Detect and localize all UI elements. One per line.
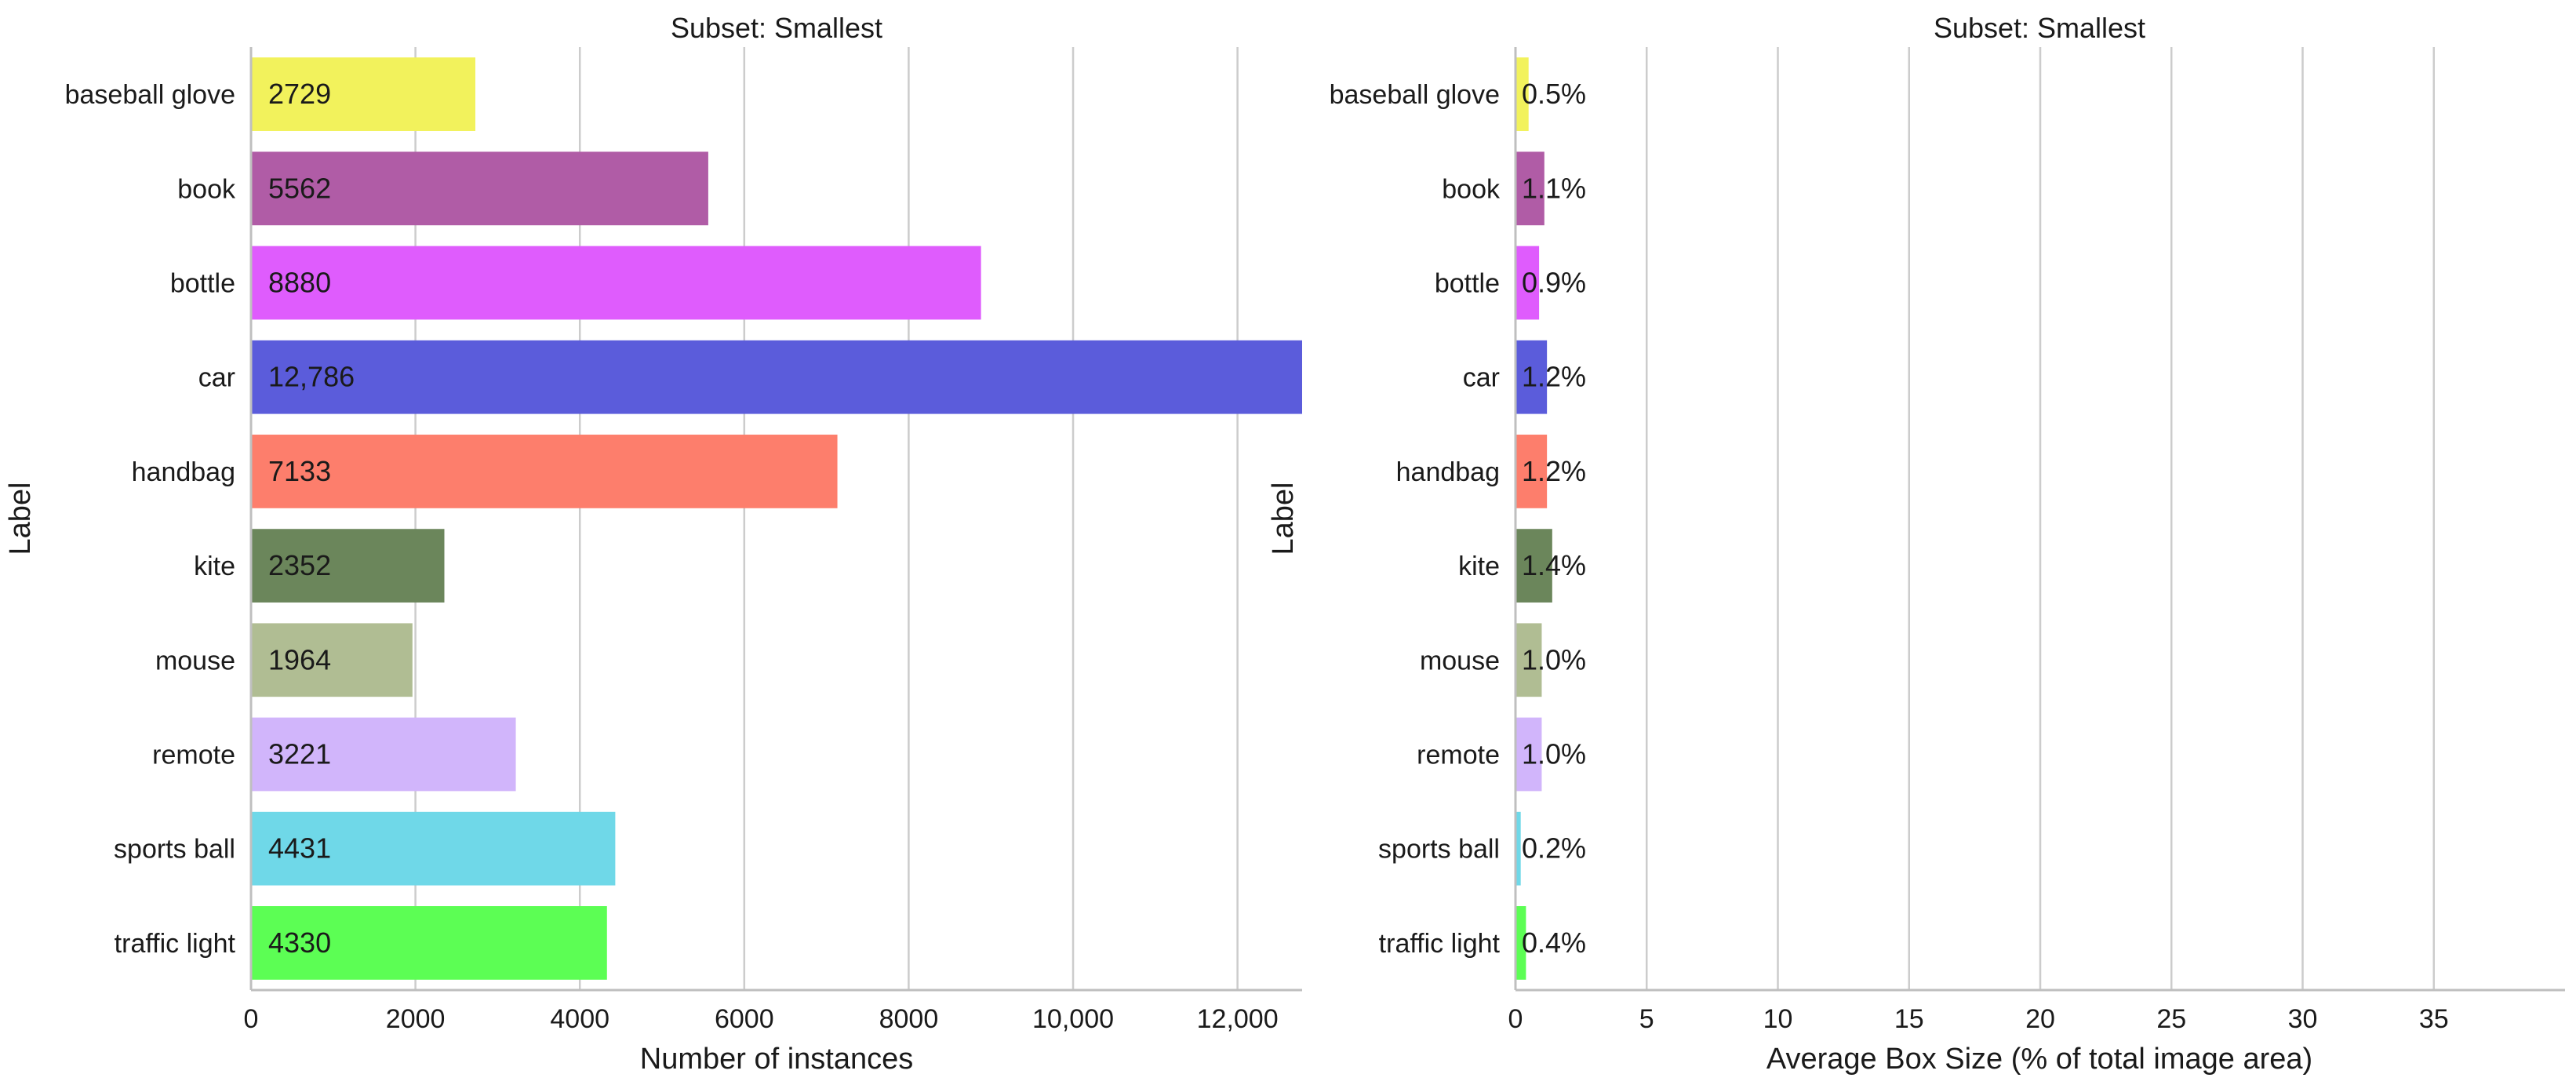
y-tick-label: baseball glove <box>65 80 235 110</box>
y-tick-label: mouse <box>1420 646 1500 675</box>
bar <box>251 246 981 320</box>
chart-title: Subset: Smallest <box>1934 12 2145 44</box>
x-axis-label: Number of instances <box>640 1043 914 1076</box>
data-label: 1964 <box>268 643 331 675</box>
data-label: 1.0% <box>1522 738 1586 770</box>
y-tick-label: kite <box>1458 552 1500 581</box>
bar <box>1515 811 1521 886</box>
data-label: 12,786 <box>268 361 355 393</box>
data-label: 3221 <box>268 738 331 770</box>
bar <box>1515 717 1542 792</box>
bar <box>251 151 708 226</box>
y-tick-label: sports ball <box>114 835 235 865</box>
bar <box>1515 151 1545 226</box>
data-label: 0.4% <box>1522 927 1586 959</box>
x-tick-label: 0 <box>244 1004 259 1034</box>
y-tick-label: car <box>1463 363 1500 393</box>
chart-panel-instances: 2729 5562 8880 12,786 7133 2352 1964 3221 4431 43… <box>4 12 1302 1076</box>
bar <box>251 340 1302 414</box>
y-tick-label: mouse <box>155 646 235 675</box>
data-label: 1.0% <box>1522 643 1586 675</box>
bar <box>1515 906 1526 980</box>
y-tick-label: kite <box>194 552 235 581</box>
x-tick-label: 0 <box>1508 1004 1523 1034</box>
bar <box>251 435 838 508</box>
y-tick-label: bottle <box>170 269 235 299</box>
y-tick-label: traffic light <box>115 929 236 959</box>
x-tick-label: 5 <box>1639 1004 1654 1034</box>
chart-title: Subset: Smallest <box>671 12 882 44</box>
y-tick-label: baseball glove <box>1330 80 1500 110</box>
x-tick-label: 30 <box>2288 1004 2318 1034</box>
y-tick-label: book <box>177 174 236 204</box>
bar <box>1515 623 1542 697</box>
x-tick-label: 8000 <box>879 1004 939 1034</box>
x-tick-label: 10 <box>1763 1004 1793 1034</box>
data-label: 5562 <box>268 172 331 204</box>
x-tick-label: 25 <box>2156 1004 2186 1034</box>
y-tick-label: remote <box>1417 741 1500 770</box>
y-tick-label: book <box>1442 174 1501 204</box>
bar <box>1515 340 1548 414</box>
x-tick-label: 20 <box>2025 1004 2055 1034</box>
data-label: 4330 <box>268 927 331 959</box>
bar <box>251 717 516 792</box>
y-tick-label: car <box>198 363 235 393</box>
y-tick-label: handbag <box>132 457 235 487</box>
y-tick-label: handbag <box>1396 457 1500 487</box>
data-label: 1.2% <box>1522 361 1586 393</box>
bar <box>1515 246 1540 320</box>
x-tick-label: 35 <box>2419 1004 2449 1034</box>
x-tick-label: 6000 <box>715 1004 774 1034</box>
x-tick-label: 2000 <box>386 1004 446 1034</box>
bar <box>251 529 445 603</box>
data-label: 1.1% <box>1522 172 1586 204</box>
x-tick-label: 4000 <box>550 1004 609 1034</box>
data-label: 0.5% <box>1522 78 1586 110</box>
bar <box>251 906 607 980</box>
data-label: 0.2% <box>1522 832 1586 865</box>
data-label: 7133 <box>268 455 331 487</box>
chart-panel-box-size: 0.5% 1.1% 0.9% 1.2% 1.2% 1.4% 1.0% 1.0% 0.2% 0.4%… <box>1267 12 2565 1076</box>
bar <box>251 623 413 697</box>
data-label: 4431 <box>268 832 331 865</box>
x-tick-label: 15 <box>1894 1004 1924 1034</box>
x-axis-label: Average Box Size (% of total image area) <box>1766 1043 2312 1076</box>
data-label: 1.2% <box>1522 455 1586 487</box>
data-label: 0.9% <box>1522 267 1586 299</box>
bar <box>251 811 616 886</box>
y-tick-label: sports ball <box>1378 835 1500 865</box>
y-tick-label: remote <box>152 741 235 770</box>
bar <box>1515 529 1552 603</box>
data-label: 8880 <box>268 267 331 299</box>
bar <box>251 57 476 131</box>
data-label: 2729 <box>268 78 331 110</box>
bar <box>1515 57 1529 131</box>
data-label: 2352 <box>268 549 331 581</box>
y-tick-label: traffic light <box>1379 929 1501 959</box>
x-tick-label: 10,000 <box>1032 1004 1114 1034</box>
y-axis-label: Label <box>1267 482 1300 555</box>
data-label: 1.4% <box>1522 549 1586 581</box>
y-tick-label: bottle <box>1435 269 1500 299</box>
y-axis-label: Label <box>4 482 37 555</box>
bar <box>1515 435 1548 508</box>
x-tick-label: 12,000 <box>1197 1004 1279 1034</box>
